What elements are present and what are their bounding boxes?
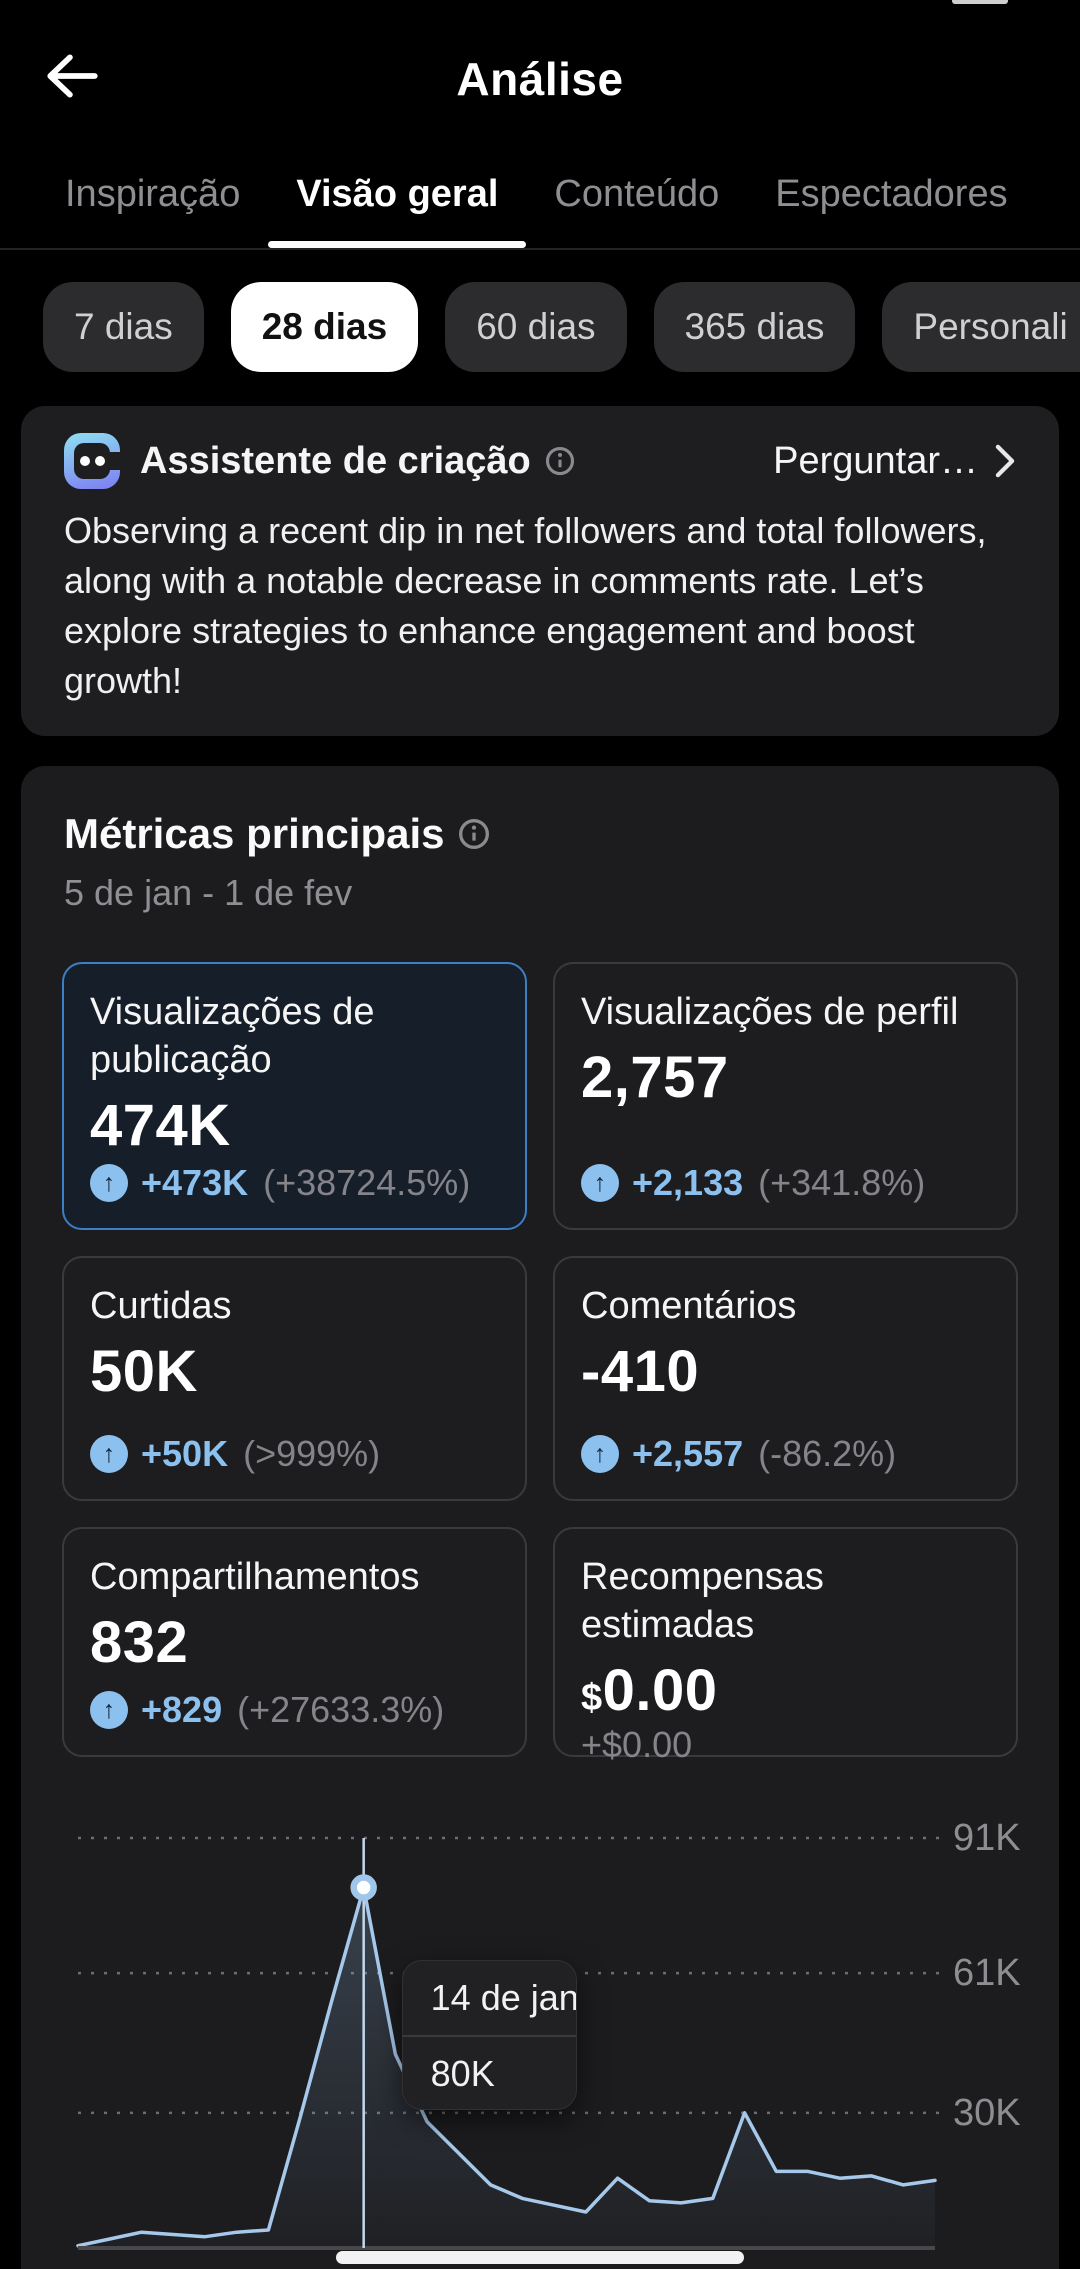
assistant-robot-icon xyxy=(64,433,120,489)
metric-title: Visualizações de perfil xyxy=(581,991,959,1033)
arrow-up-circle-icon: ↑ xyxy=(90,1435,128,1473)
post-views-trend-chart[interactable]: 91K 61K 30K 14 de jan 80K xyxy=(21,1777,1059,2256)
metric-card-shares[interactable]: Compartilhamentos 832 ↑ +829 (+27633.3%) xyxy=(62,1527,527,1757)
svg-text:91K: 91K xyxy=(953,1817,1021,1859)
assistant-header: Assistente de criação Perguntar… xyxy=(64,432,1016,490)
metric-card-comments[interactable]: Comentários -410 ↑ +2,557 (-86.2%) xyxy=(553,1256,1018,1501)
metric-card-post-views[interactable]: Visualizações de publicação 474K ↑ +473K… xyxy=(62,962,527,1230)
assistant-message: Observing a recent dip in net followers … xyxy=(64,510,987,701)
metric-delta: ↑ +829 (+27633.3%) xyxy=(90,1689,499,1731)
pill-personalizado[interactable]: Personali xyxy=(882,282,1080,372)
tab-bar: Inspiração Visão geral Conteúdo Espectad… xyxy=(0,130,1080,250)
trend-chart-svg: 91K 61K 30K xyxy=(76,1817,1021,2250)
tooltip-date: 14 de jan xyxy=(430,1977,577,2018)
metric-value: 474K xyxy=(90,1093,231,1158)
date-range-label: 5 de jan - 1 de fev xyxy=(64,872,353,913)
pill-365-dias[interactable]: 365 dias xyxy=(653,282,856,372)
metric-title: Curtidas xyxy=(90,1285,232,1327)
assistant-title: Assistente de criação xyxy=(140,439,531,482)
home-indicator[interactable] xyxy=(336,2251,744,2264)
chevron-right-icon xyxy=(994,444,1016,478)
metric-card-profile-views[interactable]: Visualizações de perfil 2,757 ↑ +2,133 (… xyxy=(553,962,1018,1230)
creation-assistant-card[interactable]: Assistente de criação Perguntar… Observi… xyxy=(21,406,1059,736)
ask-button[interactable]: Perguntar… xyxy=(773,439,978,482)
metric-delta: +$0.00 xyxy=(581,1724,693,1765)
arrow-up-circle-icon: ↑ xyxy=(90,1691,128,1729)
page-title: Análise xyxy=(456,53,624,105)
metric-value: 832 xyxy=(90,1610,189,1675)
key-metrics-section: Métricas principais 5 de jan - 1 de fev … xyxy=(21,766,1059,2269)
back-button[interactable] xyxy=(40,44,104,108)
metric-delta: ↑ +2,557 (-86.2%) xyxy=(581,1433,990,1475)
metric-title: Recompensas estimadas xyxy=(581,1556,824,1646)
tab-inspiracao[interactable]: Inspiração xyxy=(65,173,241,215)
metric-title: Comentários xyxy=(581,1285,797,1327)
chart-tooltip: 14 de jan 80K xyxy=(401,1960,577,2110)
tooltip-value: 80K xyxy=(430,2053,495,2094)
arrow-up-circle-icon: ↑ xyxy=(581,1435,619,1473)
metric-value: 2,757 xyxy=(581,1045,729,1110)
pill-7-dias[interactable]: 7 dias xyxy=(43,282,204,372)
arrow-up-circle-icon: ↑ xyxy=(581,1164,619,1202)
metric-delta: ↑ +50K (>999%) xyxy=(90,1433,499,1475)
metric-delta: ↑ +2,133 (+341.8%) xyxy=(581,1162,990,1204)
svg-text:30K: 30K xyxy=(953,2092,1021,2134)
tab-visao-geral[interactable]: Visão geral xyxy=(268,173,527,248)
info-icon[interactable] xyxy=(545,446,575,476)
arrow-up-circle-icon: ↑ xyxy=(90,1164,128,1202)
tab-conteudo[interactable]: Conteúdo xyxy=(554,173,720,215)
metric-title: Visualizações de publicação xyxy=(90,991,375,1081)
metric-cards-grid: Visualizações de publicação 474K ↑ +473K… xyxy=(62,962,1018,1765)
metric-value: -410 xyxy=(581,1339,700,1404)
metric-value: 50K xyxy=(90,1339,198,1404)
pill-28-dias[interactable]: 28 dias xyxy=(230,282,419,372)
time-range-filter: 7 dias 28 dias 60 dias 365 dias Personal… xyxy=(0,250,1080,372)
metric-value: $0.00 xyxy=(581,1658,718,1723)
pill-60-dias[interactable]: 60 dias xyxy=(445,282,627,372)
metric-card-estimated-rewards[interactable]: Recompensas estimadas $0.00 +$0.00 xyxy=(553,1527,1018,1765)
metric-title: Compartilhamentos xyxy=(90,1556,420,1598)
tab-espectadores[interactable]: Espectadores xyxy=(775,173,1008,215)
nav-bar: Análise xyxy=(0,0,1080,130)
metrics-info-icon[interactable] xyxy=(458,818,490,850)
metrics-title: Métricas principais xyxy=(64,810,445,857)
svg-text:61K: 61K xyxy=(953,1952,1021,1994)
arrow-left-icon xyxy=(47,54,98,98)
metric-delta: ↑ +473K (+38724.5%) xyxy=(90,1162,499,1204)
battery-icon xyxy=(952,0,1008,4)
metric-card-likes[interactable]: Curtidas 50K ↑ +50K (>999%) xyxy=(62,1256,527,1501)
